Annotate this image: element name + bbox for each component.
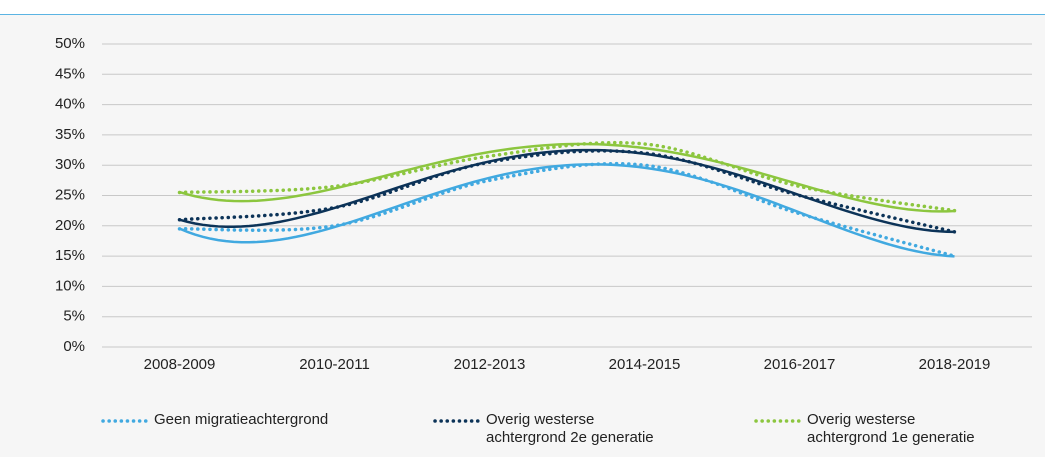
legend-item: Overig westerse achtergrond 1e generatie [753, 411, 987, 447]
y-tick-label: 25% [55, 186, 85, 203]
y-tick-label: 20% [55, 217, 85, 234]
y-tick-label: 40% [55, 96, 85, 113]
chart-panel [0, 14, 1045, 457]
trend-line [179, 163, 955, 258]
series-line [177, 161, 957, 258]
x-tick-label: 2016-2017 [764, 356, 836, 373]
legend-swatch [433, 419, 481, 423]
legend-swatch [754, 419, 802, 423]
y-tick-label: 10% [55, 277, 85, 294]
y-tick-label: 15% [55, 247, 85, 264]
x-tick-label: 2010-2011 [299, 356, 370, 373]
legend-item: Geen migratieachtergrond [100, 411, 414, 429]
x-tick-label: 2012-2013 [454, 356, 526, 373]
y-tick-label: 35% [55, 126, 85, 143]
y-tick-label: 30% [55, 156, 85, 173]
series-line [177, 149, 957, 234]
legend-label: Overig westerse achtergrond 2e generatie [486, 411, 654, 446]
y-tick-label: 45% [55, 65, 85, 82]
trend-line [179, 148, 955, 234]
legend-item: Overig westerse achtergrond 2e generatie [432, 411, 666, 447]
trend-line [179, 142, 955, 213]
legend-swatch [101, 419, 149, 423]
series-line [177, 140, 957, 213]
legend-label: Overig westerse achtergrond 1e generatie [807, 411, 975, 446]
x-tick-label: 2008-2009 [144, 356, 216, 373]
y-tick-label: 5% [63, 308, 85, 325]
y-tick-label: 0% [63, 338, 85, 355]
legend-label: Geen migratieachtergrond [154, 411, 329, 428]
y-tick-label: 50% [55, 35, 85, 52]
x-tick-label: 2014-2015 [609, 356, 681, 373]
x-tick-label: 2018-2019 [919, 356, 991, 373]
